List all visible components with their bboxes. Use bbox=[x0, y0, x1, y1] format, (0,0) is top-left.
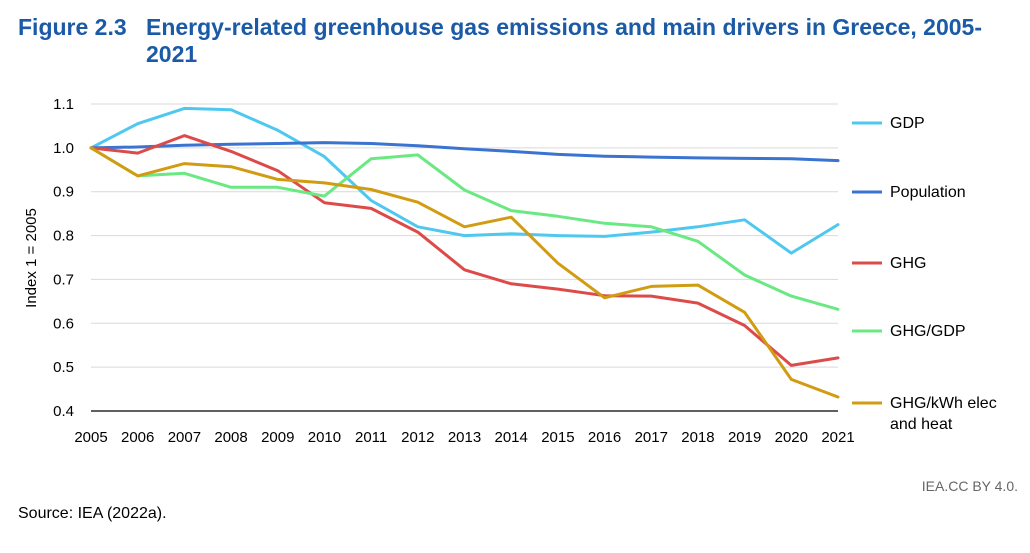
x-tick-label: 2019 bbox=[728, 429, 761, 446]
x-tick-label: 2006 bbox=[121, 429, 154, 446]
x-tick-label: 2005 bbox=[74, 429, 107, 446]
y-tick-label: 0.4 bbox=[53, 403, 74, 420]
x-tick-label: 2018 bbox=[681, 429, 714, 446]
x-tick-label: 2013 bbox=[448, 429, 481, 446]
figure-title: Figure 2.3 Energy-related greenhouse gas … bbox=[18, 14, 1018, 68]
legend-item-ghg: GHG bbox=[852, 255, 926, 272]
x-tick-label: 2010 bbox=[308, 429, 341, 446]
legend-label: GHG bbox=[890, 255, 926, 272]
y-axis-label: Index 1 = 2005 bbox=[23, 208, 40, 308]
x-tick-label: 2017 bbox=[635, 429, 668, 446]
figure-number: Figure 2.3 bbox=[18, 14, 127, 40]
chart-legend: GDP Population GHG GHG/GDP GHG/kWh elec and h… bbox=[852, 115, 997, 433]
y-tick-label: 1.1 bbox=[53, 96, 74, 113]
series-line-population bbox=[89, 141, 840, 163]
y-tick-label: 0.6 bbox=[53, 315, 74, 332]
line-chart: 0.40.50.60.70.80.91.01.1 2005 2006 2007 200… bbox=[23, 96, 997, 446]
legend-item-ghg-gdp: GHG/GDP bbox=[852, 323, 966, 340]
x-tick-label: 2015 bbox=[541, 429, 574, 446]
x-tick-label: 2008 bbox=[214, 429, 247, 446]
x-tick-label: 2009 bbox=[261, 429, 294, 446]
legend-label: GDP bbox=[890, 115, 925, 132]
legend-label: Population bbox=[890, 184, 966, 201]
x-tick-label: 2012 bbox=[401, 429, 434, 446]
x-tick-label: 2007 bbox=[168, 429, 201, 446]
chart-series-lines bbox=[89, 106, 840, 399]
y-tick-label: 0.8 bbox=[53, 228, 74, 245]
x-tick-label: 2016 bbox=[588, 429, 621, 446]
x-axis-ticks: 2005 2006 2007 2008 2009 2010 2011 2012 2013 2014… bbox=[74, 429, 854, 446]
legend-item-gdp: GDP bbox=[852, 115, 925, 132]
x-tick-label: 2011 bbox=[355, 429, 387, 446]
x-tick-label: 2020 bbox=[775, 429, 808, 446]
source-text: Source: IEA (2022a). bbox=[18, 505, 167, 522]
y-tick-label: 0.7 bbox=[53, 271, 74, 288]
legend-label: GHG/kWh elec bbox=[890, 395, 997, 412]
figure-title-text: Energy-related greenhouse gas emissions … bbox=[146, 14, 983, 67]
legend-item-population: Population bbox=[852, 184, 966, 201]
y-tick-label: 0.9 bbox=[53, 184, 74, 201]
y-tick-label: 0.5 bbox=[53, 359, 74, 376]
series-line-ghg bbox=[89, 134, 840, 367]
x-tick-label: 2014 bbox=[495, 429, 528, 446]
y-axis-ticks: 0.4 0.5 0.6 0.7 0.8 0.9 1.0 1.1 bbox=[53, 96, 74, 420]
y-tick-label: 1.0 bbox=[53, 140, 74, 157]
legend-label: GHG/GDP bbox=[890, 323, 966, 340]
legend-item-ghg-kwh-elec-and-heat: GHG/kWh elec and heat bbox=[852, 395, 997, 433]
series-line-ghg-kwh-elec-and-heat bbox=[89, 146, 840, 399]
series-line-ghg-gdp bbox=[89, 146, 840, 311]
x-tick-label: 2021 bbox=[821, 429, 854, 446]
credit-text: IEA.CC BY 4.0. bbox=[921, 478, 1018, 494]
series-line-gdp bbox=[89, 106, 840, 255]
legend-label: and heat bbox=[890, 416, 953, 433]
